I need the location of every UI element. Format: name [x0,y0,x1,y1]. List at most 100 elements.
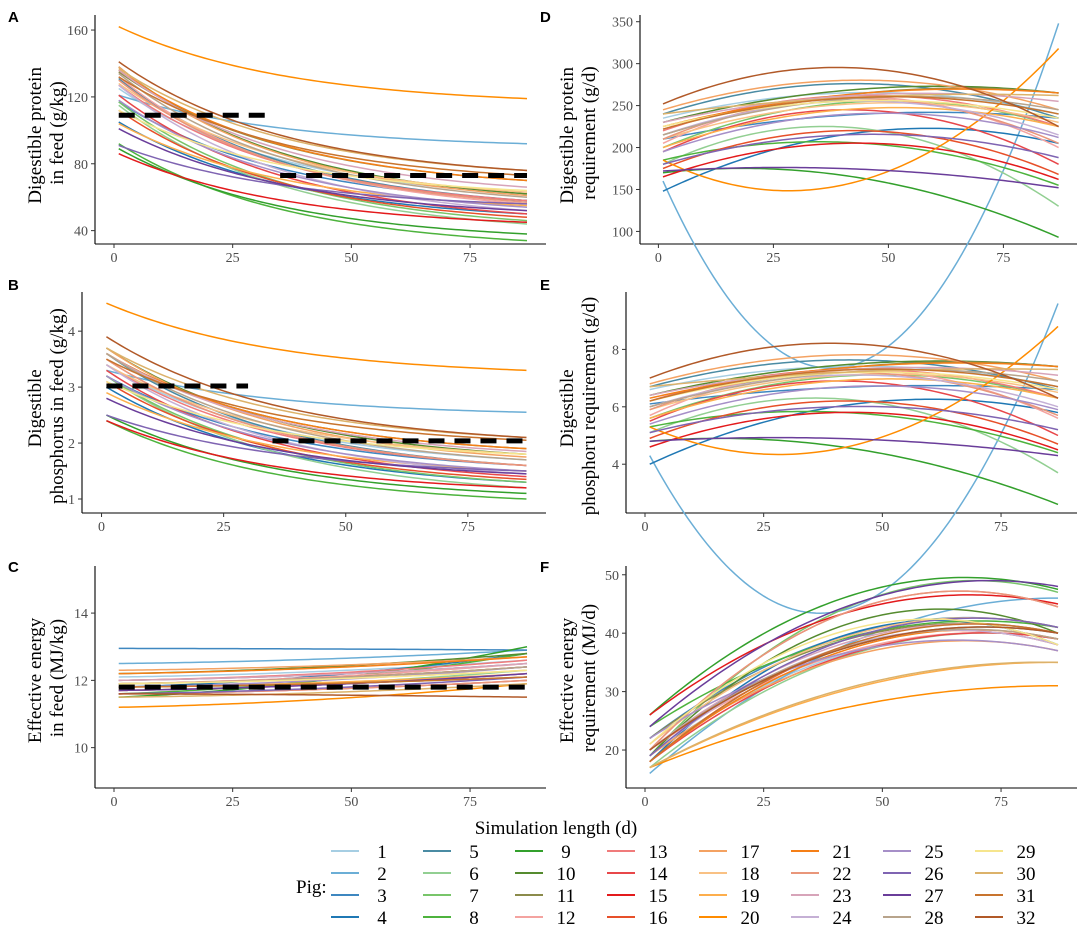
panel-c-y-title-line-2: in feed (MJ/kg) [47,619,68,737]
panel-a-series-pig-31 [118,76,528,177]
panel-d-series-pig-31 [662,96,1059,130]
panel-a-x-tick-label: 75 [463,251,477,266]
panel-b: B Digestible phosphorus in feed (g/kg) 0… [8,277,546,535]
panel-e-y-title-line-2: phosphoru requirement (g/d) [579,297,600,515]
panel-c-letter: C [8,559,19,576]
legend-label-pig-21: 21 [833,842,852,863]
panel-e-y-tick-label: 4 [612,458,619,473]
panel-f-y-tick-label: 50 [605,569,619,584]
panel-e-series-pig-31 [649,368,1059,402]
panel-c-series-pig-31 [118,676,528,688]
panel-e-series-pig-4 [649,398,1059,465]
panel-d-series-pig-17 [662,79,1059,111]
legend-label-pig-1: 1 [377,842,387,863]
panel-e-series-pig-27 [649,436,1059,457]
panel-e-series-pig-32 [649,342,1059,399]
panel-c-x-tick-label: 50 [344,795,358,810]
panel-d-y-tick-label: 150 [612,183,633,198]
panel-a-series-pig-29 [118,109,528,192]
legend-label-pig-32: 32 [1017,908,1036,927]
panel-f-series-pig-9 [649,576,1059,716]
legend-label-pig-11: 11 [557,886,575,907]
panel-f-x-tick-label: 75 [994,795,1008,810]
panel-d-series-pig-32 [662,66,1059,128]
x-axis-title: Simulation length (d) [475,818,638,839]
panel-d-series-pig-6 [662,125,1060,207]
panel-f-series-pig-10 [649,608,1059,757]
panel-d-series-pig-14 [662,108,1059,165]
panel-e-series-pig-21 [649,362,1059,399]
legend-label-pig-31: 31 [1017,886,1036,907]
panel-b-x-tick-label: 0 [98,520,105,535]
legend-label-pig-10: 10 [557,864,576,885]
panel-b-y-tick-label: 2 [68,437,75,452]
legend-label-pig-20: 20 [741,908,760,927]
panel-a-series-pig-22 [118,79,528,203]
legend-label-pig-4: 4 [377,908,387,927]
panel-a-y-tick-label: 120 [67,91,88,106]
panel-d-series-pig-23 [662,92,1059,124]
panel-e: E Digestible phosphoru requirement (g/d)… [540,277,1077,614]
panel-a: A Digestible protein in feed (g/kg) 0 25 5… [8,9,546,266]
legend-title: Pig: [296,877,327,898]
legend-label-pig-6: 6 [469,864,479,885]
panel-c-series-pig-25 [118,666,528,688]
panel-b-series-pig-19 [106,392,527,472]
panel-a-x-tick-label: 25 [226,251,240,266]
panel-f-series-pig-25 [649,639,1059,739]
legend-label-pig-23: 23 [833,886,852,907]
panel-f-series-pig-22 [649,590,1059,751]
panel-f-y-title-line-2: requirement (MJ/d) [579,604,600,752]
panel-d-y-tick-label: 350 [612,16,633,31]
panel-b-series-pig-22 [106,358,527,467]
legend-label-pig-14: 14 [649,864,669,885]
panel-c-series-pig-3 [118,647,528,651]
panel-d-y-tick-label: 300 [612,58,633,73]
panel-c-series-pig-32 [118,693,528,698]
panel-b-x-tick-label: 50 [339,520,353,535]
legend-label-pig-13: 13 [649,842,668,863]
panel-b-series-pig-20 [106,302,527,372]
panel-c-y-title: Effective energy in feed (MJ/kg) [25,613,68,743]
panel-b-series-pig-1 [106,364,527,461]
panel-d-series-pig-28 [662,95,1059,136]
panel-a-y-tick-label: 160 [67,24,88,39]
panel-b-series-pig-26 [106,414,527,472]
legend-label-pig-18: 18 [741,864,760,885]
panel-c-y-tick-label: 12 [74,674,88,689]
panel-c-series-pig-29 [118,669,528,685]
panel-a-series-pig-16 [118,109,528,219]
panel-d-y-tick-label: 200 [612,142,633,157]
legend-label-pig-29: 29 [1017,842,1036,863]
panel-d-x-tick-label: 0 [655,251,662,266]
panel-f-y-tick-label: 30 [605,686,619,701]
legend-label-pig-12: 12 [557,908,576,927]
panel-b-series-pig-29 [106,380,527,455]
panel-c-series-pig-23 [118,662,528,682]
panel-a-series-pig-9 [118,148,528,235]
panel-b-y-tick-label: 3 [68,381,75,396]
legend-label-pig-28: 28 [925,908,944,927]
panel-b-y-tick-label: 1 [68,493,75,508]
panel-c-y-title-line-1: Effective energy [25,617,46,743]
panel-f-series-pig-2 [649,597,1059,774]
legend-label-pig-27: 27 [925,886,944,907]
panel-a-y-tick-label: 80 [74,158,88,173]
legend-label-pig-7: 7 [469,886,479,907]
panel-b-series-pig-2 [106,369,527,414]
panel-c-series-pig-21 [118,656,528,675]
panel-a-y-tick-label: 40 [74,225,88,240]
panel-d-y-tick-label: 100 [612,225,633,240]
panel-e-x-tick-label: 25 [757,520,771,535]
panel-d: D Digestible protein requirement (g/d) 0… [540,9,1077,369]
panel-c-y-tick-label: 10 [74,742,88,757]
panel-f-y-title: Effective energy requirement (MJ/d) [557,604,600,752]
panel-b-y-title-line-2: phosphorus in feed (g/kg) [47,308,68,504]
legend-label-pig-25: 25 [925,842,944,863]
panel-b-series-pig-25 [106,375,527,472]
panel-c: C Effective energy in feed (MJ/kg) 0 25 50… [8,559,546,810]
panel-d-x-tick-label: 25 [766,251,780,266]
panel-f-x-tick-label: 50 [875,795,889,810]
panel-a-series-pig-24 [118,84,528,212]
panel-b-y-tick-label: 4 [68,325,75,340]
